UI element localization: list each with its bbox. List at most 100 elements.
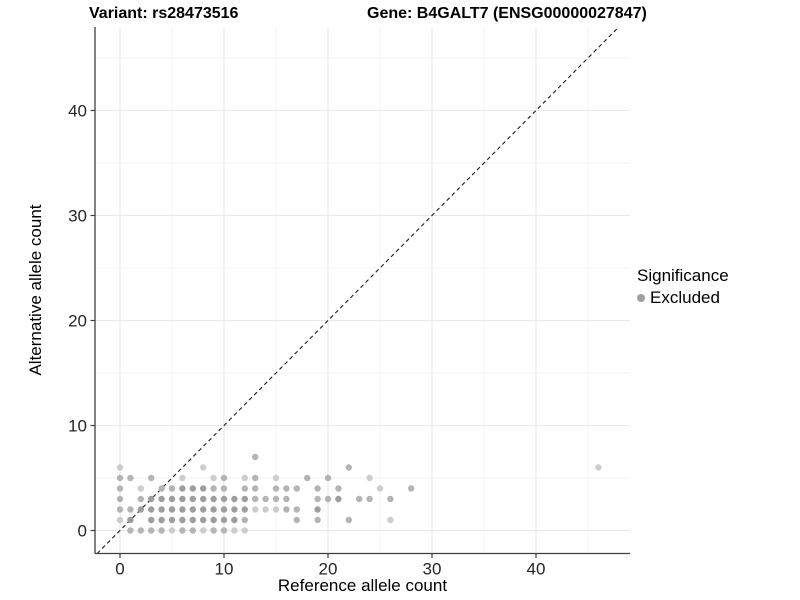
data-point (200, 485, 207, 492)
data-point (189, 527, 196, 534)
data-point (387, 516, 394, 524)
data-point (283, 495, 290, 503)
data-point (179, 516, 186, 524)
data-point (189, 516, 196, 524)
data-point (335, 485, 342, 492)
y-tick-label: 10 (68, 417, 87, 436)
data-point (179, 485, 186, 492)
data-point (189, 506, 196, 513)
data-point (210, 527, 217, 534)
data-point (324, 474, 332, 482)
data-point (335, 495, 342, 503)
data-point (220, 506, 228, 513)
data-point (262, 495, 269, 503)
data-point (137, 495, 144, 503)
data-point (210, 474, 217, 482)
data-point (293, 516, 300, 524)
data-point (168, 495, 176, 503)
data-point (241, 485, 248, 492)
data-point (231, 506, 238, 513)
data-point (387, 495, 394, 503)
data-point (241, 506, 248, 513)
data-point (356, 495, 363, 503)
data-point (262, 506, 269, 513)
data-point (148, 527, 155, 534)
data-point (158, 516, 165, 524)
data-point (272, 485, 280, 492)
data-point (293, 485, 300, 492)
data-point (231, 495, 238, 503)
data-point (168, 516, 176, 524)
x-tick-label: 0 (115, 560, 124, 579)
data-point (148, 506, 155, 513)
data-point (127, 506, 134, 513)
data-point (148, 516, 155, 524)
data-point (210, 506, 217, 513)
data-point (314, 485, 321, 492)
data-point (272, 506, 280, 513)
data-point (252, 453, 259, 461)
data-point (220, 495, 228, 503)
data-point (200, 464, 207, 471)
legend-item-excluded: Excluded (637, 288, 729, 308)
data-point (137, 485, 144, 492)
data-point (345, 516, 352, 524)
data-point (220, 485, 228, 492)
data-point (179, 527, 186, 534)
x-tick-label: 30 (423, 560, 442, 579)
data-point (148, 495, 155, 503)
legend-title: Significance (637, 266, 729, 285)
legend-item-label: Excluded (650, 288, 720, 307)
data-point (241, 527, 248, 534)
data-point (158, 527, 165, 534)
data-point (127, 527, 134, 534)
data-point (168, 527, 176, 534)
data-point (293, 506, 300, 513)
data-point (304, 474, 311, 482)
data-point (220, 474, 228, 482)
data-point (168, 506, 176, 513)
data-point (408, 485, 415, 492)
data-point (158, 485, 165, 492)
plot-title-gene: Gene: B4GALT7 (ENSG00000027847) (367, 5, 647, 22)
data-point (116, 474, 124, 482)
data-point (595, 464, 602, 471)
y-tick-label: 30 (68, 207, 87, 226)
data-point (314, 506, 321, 513)
data-point (168, 485, 176, 492)
data-point (179, 495, 186, 503)
data-point (148, 474, 155, 482)
identity-line (96, 27, 619, 554)
data-point (366, 495, 373, 503)
data-point (127, 516, 134, 524)
data-point (376, 485, 384, 492)
data-point (189, 495, 196, 503)
x-tick-label: 20 (319, 560, 338, 579)
data-point (137, 506, 144, 513)
data-point (231, 516, 238, 524)
data-point (241, 516, 248, 524)
data-point (116, 464, 124, 471)
x-axis-title: Reference allele count (277, 576, 448, 595)
data-point (231, 527, 238, 534)
legend-point-icon (637, 294, 645, 302)
data-point (189, 485, 196, 492)
data-point (200, 506, 207, 513)
data-point (137, 527, 144, 534)
data-point (200, 495, 207, 503)
data-point (345, 464, 352, 471)
data-point (252, 485, 259, 492)
y-tick-label: 20 (68, 312, 87, 331)
x-tick-label: 40 (527, 560, 546, 579)
data-point (324, 495, 332, 503)
x-tick-label: 10 (215, 560, 234, 579)
data-point (210, 516, 217, 524)
y-tick-label: 40 (68, 102, 87, 121)
data-point (241, 495, 248, 503)
data-point (241, 474, 248, 482)
data-point (210, 485, 217, 492)
data-point (127, 474, 134, 482)
data-point (283, 506, 290, 513)
